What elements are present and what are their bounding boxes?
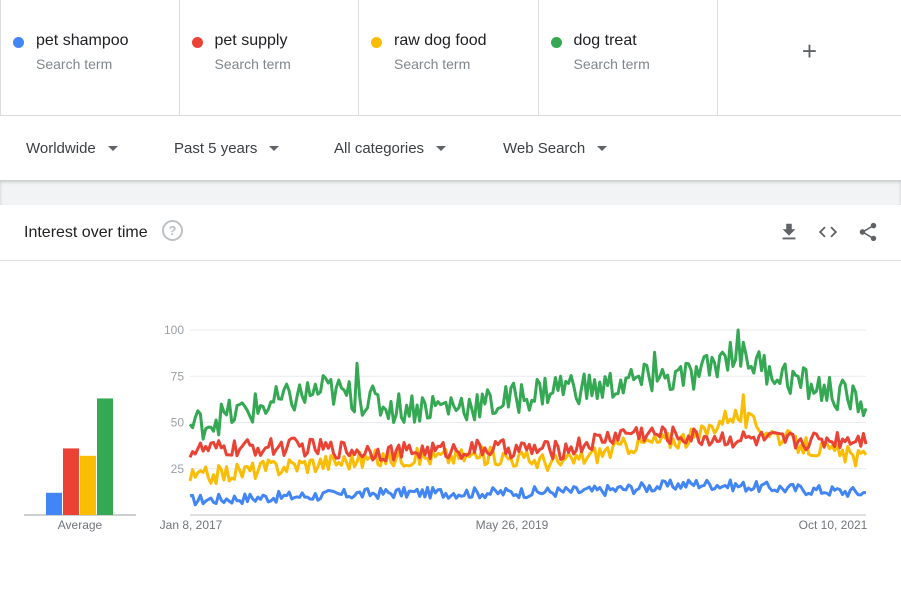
term-name: pet shampoo (36, 32, 129, 49)
average-bar-pet-shampoo (46, 492, 62, 515)
search-terms-bar: pet shampoo Search term pet supply Searc… (0, 0, 901, 116)
filters-bar: Worldwide Past 5 years All categories We… (0, 116, 901, 180)
term-color-dot (13, 37, 24, 48)
search-type-label: Web Search (503, 140, 586, 157)
term-color-dot (371, 37, 382, 48)
x-label-start: Jan 8, 2017 (160, 518, 223, 532)
average-bar-pet-supply (63, 448, 79, 515)
card-header: Interest over time ? (0, 205, 901, 261)
caret-down-icon (436, 146, 447, 151)
download-icon[interactable] (778, 221, 800, 243)
caret-down-icon (269, 146, 280, 151)
average-bars (46, 398, 113, 515)
caret-down-icon (597, 146, 608, 151)
plus-icon: + (801, 36, 818, 66)
chart-grid: 100 75 50 25 (164, 323, 866, 476)
category-dropdown[interactable]: All categories (334, 140, 447, 157)
interest-over-time-card: Interest over time ? Average 100 75 50 25 J… (0, 205, 901, 595)
interest-chart: Average 100 75 50 25 Jan 8, 2017 May 26, 20… (24, 323, 868, 532)
section-divider (0, 180, 901, 205)
y-tick-label: 100 (164, 323, 184, 337)
term-card-pet-shampoo[interactable]: pet shampoo Search term (0, 0, 180, 116)
term-color-dot (191, 37, 203, 48)
term-subtitle: Search term (36, 56, 113, 72)
term-card-pet-supply[interactable]: pet supply Search term (180, 0, 359, 116)
y-tick-label: 25 (171, 462, 185, 476)
term-name: pet supply (214, 32, 288, 49)
series-line-pet-shampoo[interactable] (189, 478, 866, 507)
card-title: Interest over time (24, 224, 148, 241)
x-label-middle: May 26, 2019 (476, 518, 549, 532)
time-range-dropdown[interactable]: Past 5 years (174, 140, 280, 157)
embed-code-icon[interactable] (817, 221, 839, 243)
term-card-dog-treat[interactable]: dog treat Search term (539, 0, 718, 116)
time-range-label: Past 5 years (174, 140, 258, 157)
y-tick-label: 50 (171, 416, 185, 430)
x-label-end: Oct 10, 2021 (799, 518, 868, 532)
y-tick-label: 75 (171, 369, 185, 383)
average-bar-dog-treat (97, 398, 113, 515)
help-icon[interactable]: ? (162, 220, 183, 241)
term-color-dot (550, 37, 562, 48)
add-term-button[interactable]: + (718, 0, 901, 116)
region-dropdown[interactable]: Worldwide (26, 140, 118, 157)
chart-series[interactable] (188, 328, 868, 507)
series-line-raw-dog-food[interactable] (188, 393, 868, 485)
search-type-dropdown[interactable]: Web Search (503, 140, 608, 157)
caret-down-icon (107, 146, 118, 151)
term-subtitle: Search term (394, 56, 471, 72)
series-line-pet-supply[interactable] (188, 425, 868, 463)
term-name: raw dog food (394, 32, 487, 49)
average-bar-raw-dog-food (80, 455, 96, 515)
share-icon[interactable] (857, 221, 879, 243)
term-subtitle: Search term (573, 56, 650, 72)
category-label: All categories (334, 140, 425, 157)
average-label: Average (58, 518, 103, 532)
term-subtitle: Search term (214, 56, 291, 72)
series-line-dog-treat[interactable] (188, 328, 868, 441)
term-card-raw-dog-food[interactable]: raw dog food Search term (359, 0, 539, 116)
region-label: Worldwide (26, 140, 96, 157)
term-name: dog treat (573, 32, 637, 49)
